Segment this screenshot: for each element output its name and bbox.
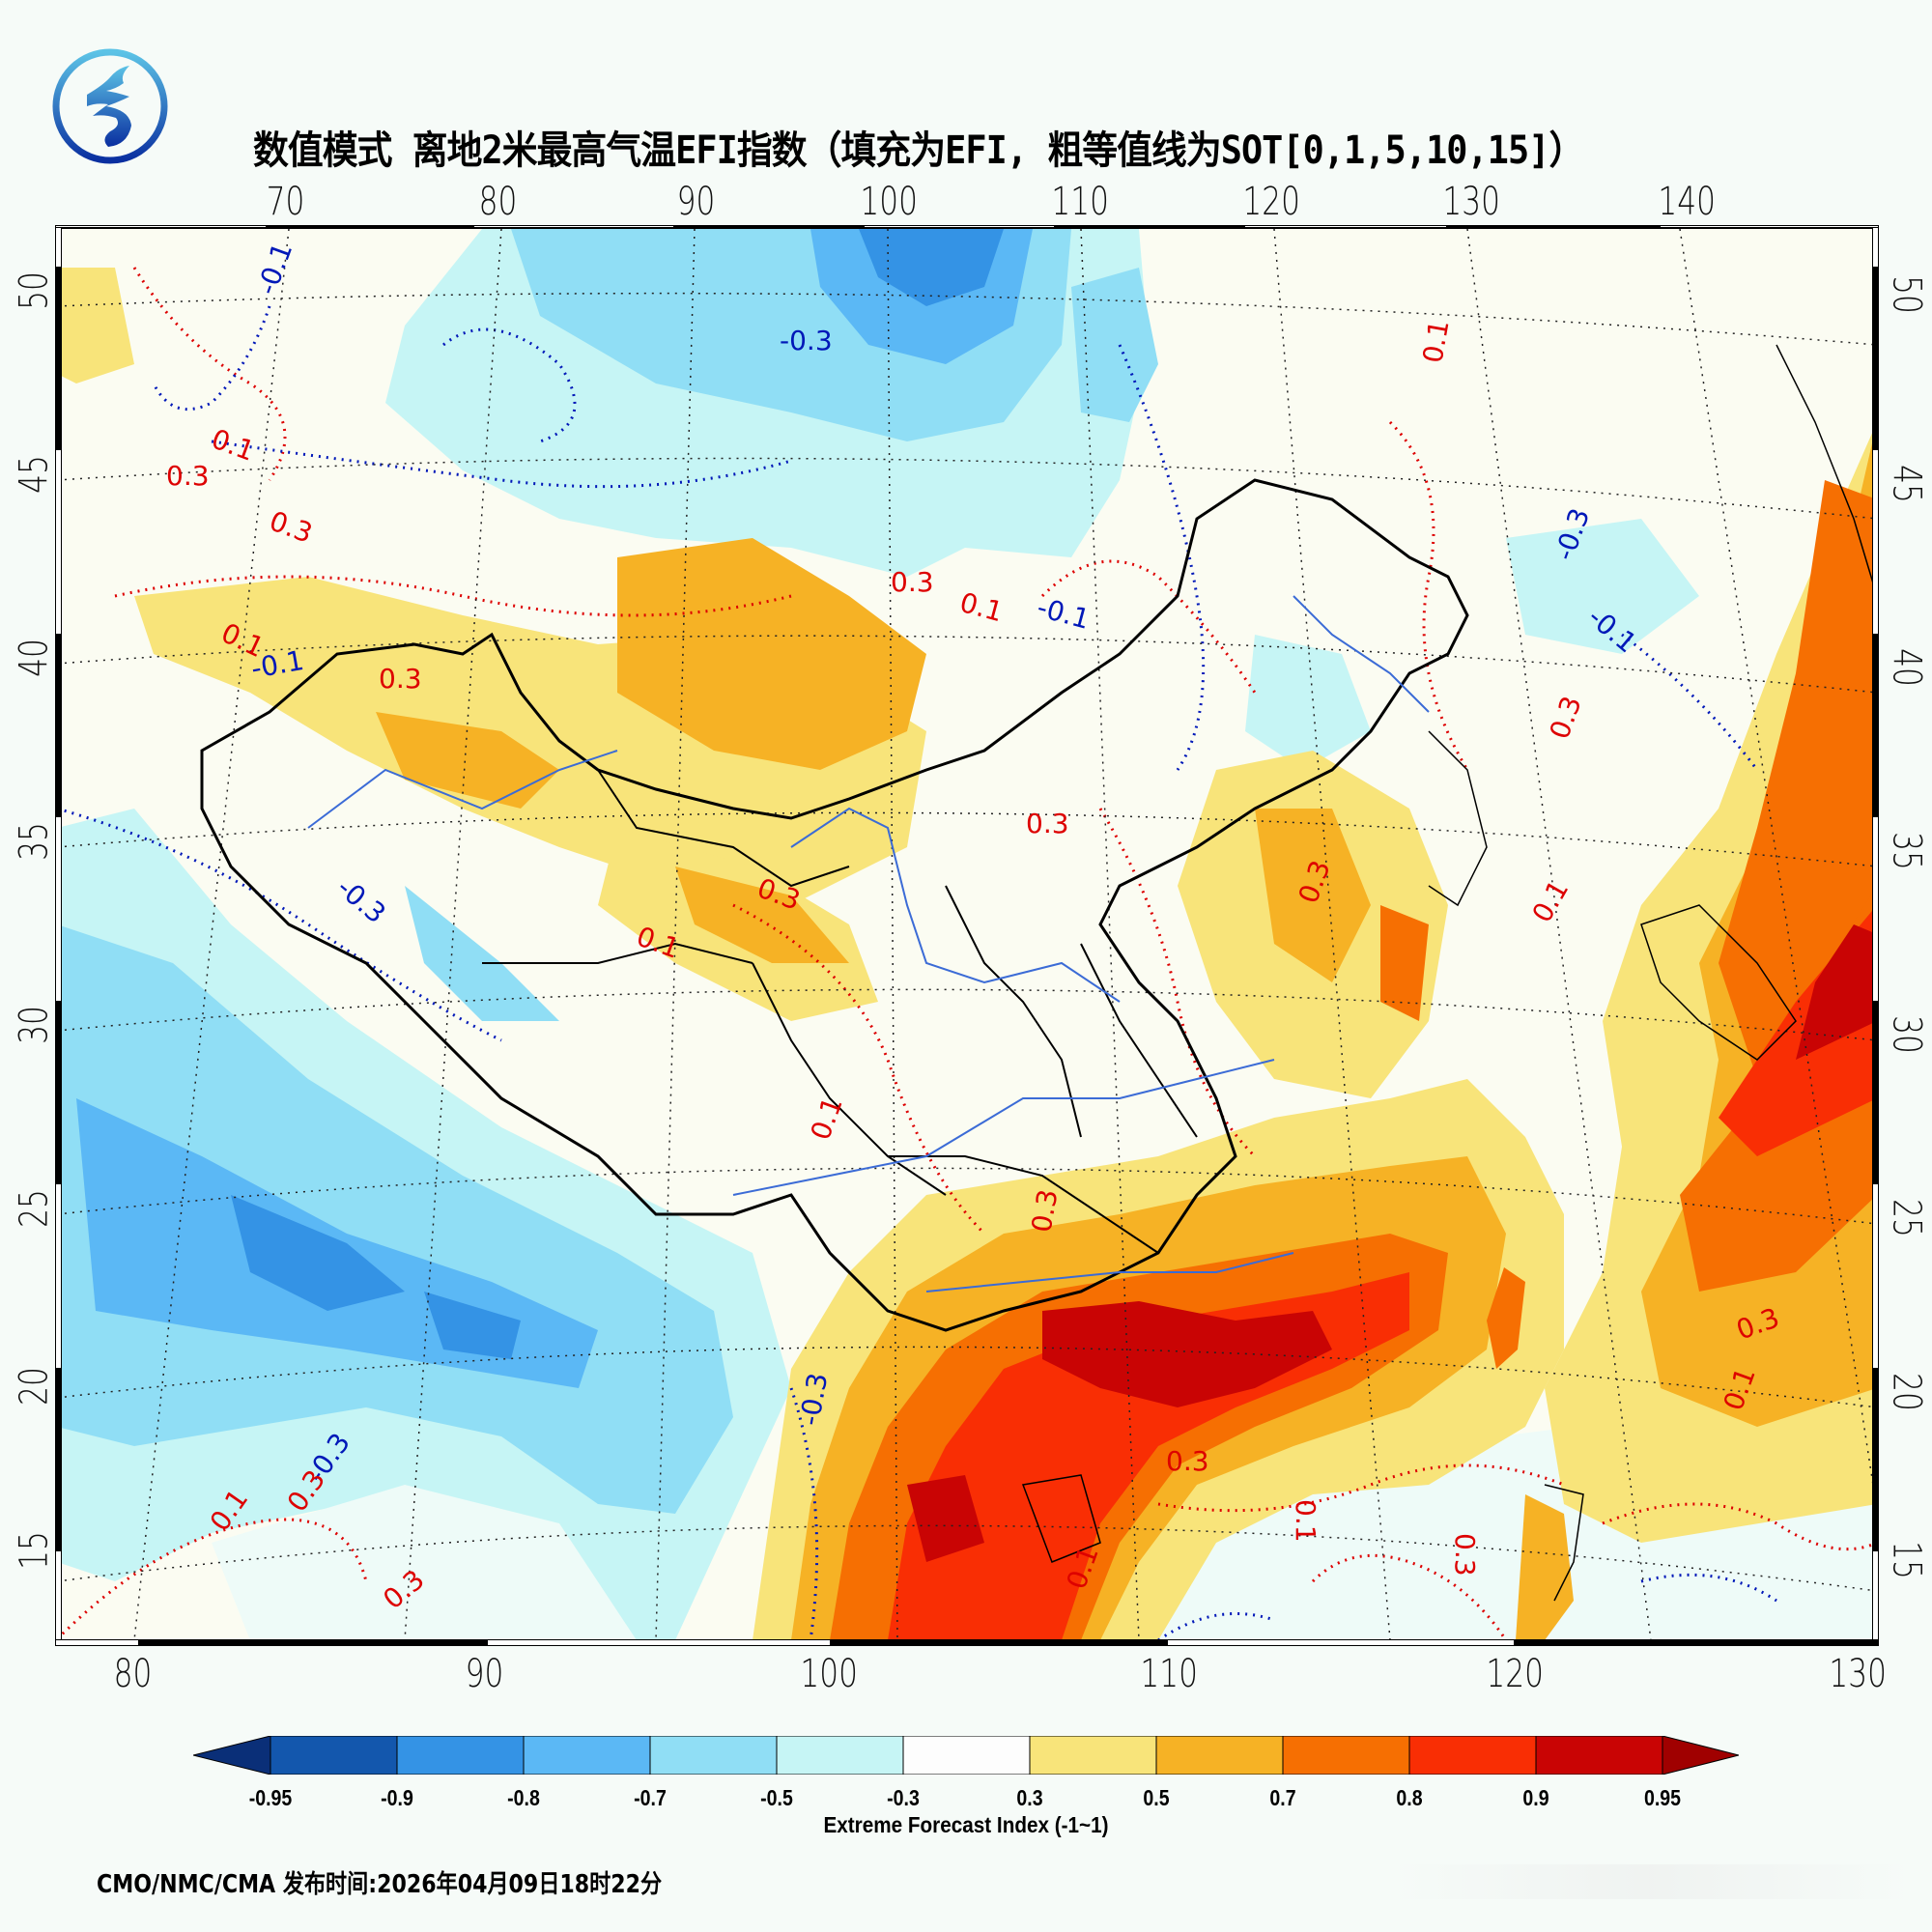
right-lat-label: 20	[1884, 1373, 1929, 1411]
left-lat-label: 15	[12, 1531, 57, 1570]
right-lat-label: 40	[1884, 648, 1929, 687]
contour-label: 0.3	[166, 460, 210, 492]
bottom-lon-label: 120	[1486, 1652, 1544, 1696]
left-lat-label: 30	[12, 1006, 57, 1044]
contour-label: 0.3	[1166, 1445, 1209, 1477]
bottom-tick-bar	[55, 1639, 1879, 1646]
colorbar-label: 0.7	[1269, 1785, 1296, 1810]
bottom-lon-label: 80	[113, 1652, 153, 1696]
contour-label: 0.3	[1025, 1187, 1064, 1236]
left-tick-bar	[55, 227, 62, 1642]
colorbar-title: Extreme Forecast Index (-1~1)	[823, 1812, 1109, 1837]
left-lat-label: 40	[12, 639, 57, 677]
top-lon-label: 90	[676, 180, 716, 224]
right-tick-bar	[1872, 227, 1879, 1642]
colorbar-label: 0.3	[1016, 1785, 1043, 1810]
right-lat-label: 15	[1884, 1541, 1929, 1579]
right-lat-label: 30	[1884, 1015, 1929, 1054]
right-lat-label: 50	[1884, 275, 1929, 314]
contour-label: 0.3	[1449, 1533, 1481, 1577]
left-lat-label: 45	[12, 455, 57, 494]
colorbar-label: 0.5	[1143, 1785, 1170, 1810]
top-lon-label: 70	[266, 180, 305, 224]
top-lon-label: 140	[1658, 180, 1716, 224]
colorbar-label: -0.5	[760, 1785, 793, 1810]
colorbar-label: 0.8	[1396, 1785, 1423, 1810]
colorbar-label: 0.9	[1522, 1785, 1549, 1810]
title-line-1: 数值模式 离地2米最高气温EFI指数（填充为EFI, 粗等值线为SOT[0,1,…	[253, 128, 1584, 173]
right-lat-label: 25	[1884, 1199, 1929, 1237]
contour-label: 0.3	[379, 663, 422, 695]
colorbar-label: -0.7	[634, 1785, 667, 1810]
right-lat-label: 35	[1884, 832, 1929, 870]
contour-label: -0.3	[780, 325, 833, 356]
colorbar-label: -0.8	[507, 1785, 540, 1810]
colorbar-label: -0.95	[248, 1785, 293, 1810]
bottom-lon-label: 90	[465, 1652, 504, 1696]
efi-colorbar	[193, 1736, 1739, 1775]
watermark	[1362, 1847, 1932, 1913]
contour-label: 0.3	[891, 566, 934, 598]
colorbar-label: -0.3	[887, 1785, 920, 1810]
top-lon-label: 110	[1051, 180, 1109, 224]
contour-label: 0.1	[1416, 318, 1455, 366]
cma-logo-icon	[52, 48, 168, 164]
contour-label: 0.3	[1026, 808, 1069, 839]
bottom-lon-label: 100	[800, 1652, 858, 1696]
top-lon-label: 80	[478, 180, 518, 224]
top-lon-label: 100	[860, 180, 918, 224]
efi-map-fill: -0.1 -0.3 0.1 0.3 0.3 0.1 -0.1 0.3 0.3 0…	[57, 229, 1877, 1640]
efi-map[interactable]: -0.1 -0.3 0.1 0.3 0.3 0.1 -0.1 0.3 0.3 0…	[55, 227, 1879, 1642]
colorbar-label: 0.95	[1643, 1785, 1682, 1810]
left-lat-label: 20	[12, 1367, 57, 1406]
top-lon-label: 130	[1442, 180, 1500, 224]
issuer-footer: CMO/NMC/CMA 发布时间:2026年04月09日18时22分	[97, 1870, 663, 1899]
bottom-lon-label: 130	[1829, 1652, 1887, 1696]
bottom-lon-label: 110	[1140, 1652, 1198, 1696]
left-lat-label: 50	[12, 271, 57, 310]
colorbar-label: -0.9	[381, 1785, 413, 1810]
top-lon-label: 120	[1242, 180, 1300, 224]
left-lat-label: 35	[12, 822, 57, 861]
contour-label: 0.1	[1290, 1499, 1321, 1543]
left-lat-label: 25	[12, 1189, 57, 1228]
right-lat-label: 45	[1884, 465, 1929, 503]
